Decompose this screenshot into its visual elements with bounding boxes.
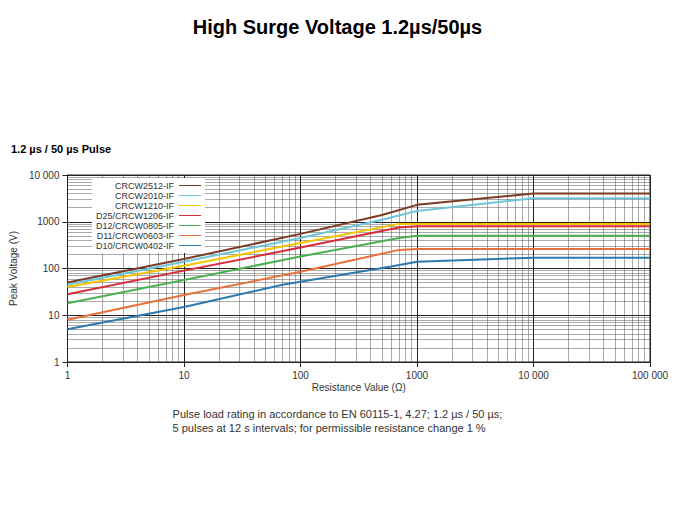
svg-text:CRCW2512-IF: CRCW2512-IF [115, 181, 175, 191]
svg-text:10: 10 [48, 310, 60, 321]
svg-text:D11/CRCW0603-IF: D11/CRCW0603-IF [97, 231, 175, 241]
svg-text:1: 1 [54, 357, 60, 368]
svg-text:CRCW1210-IF: CRCW1210-IF [115, 201, 175, 211]
svg-text:10 000: 10 000 [29, 170, 60, 181]
svg-text:5 pulses at 12 s intervals; fo: 5 pulses at 12 s intervals; for permissi… [173, 422, 486, 434]
svg-text:D12/CRCW0805-IF: D12/CRCW0805-IF [96, 221, 175, 231]
svg-text:CRCW2010-IF: CRCW2010-IF [115, 191, 175, 201]
svg-text:1000: 1000 [406, 370, 429, 381]
svg-text:100 000: 100 000 [632, 370, 669, 381]
svg-text:100: 100 [43, 263, 60, 274]
svg-text:D10/CRCW0402-IF: D10/CRCW0402-IF [96, 241, 175, 251]
svg-text:100: 100 [292, 370, 309, 381]
svg-text:Pulse load rating in accordanc: Pulse load rating in accordance to EN 60… [173, 408, 503, 420]
svg-text:D25/CRCW1206-IF: D25/CRCW1206-IF [96, 211, 175, 221]
svg-text:10: 10 [178, 370, 190, 381]
svg-text:1000: 1000 [37, 216, 60, 227]
svg-text:Resistance Value (Ω): Resistance Value (Ω) [312, 382, 406, 393]
svg-text:Peak Voltage (V): Peak Voltage (V) [8, 231, 19, 306]
svg-text:High Surge Voltage 1.2µs/50µs: High Surge Voltage 1.2µs/50µs [193, 16, 482, 38]
svg-text:10 000: 10 000 [518, 370, 549, 381]
svg-text:1: 1 [65, 370, 71, 381]
svg-text:1.2 µs / 50 µs Pulse: 1.2 µs / 50 µs Pulse [11, 143, 111, 155]
